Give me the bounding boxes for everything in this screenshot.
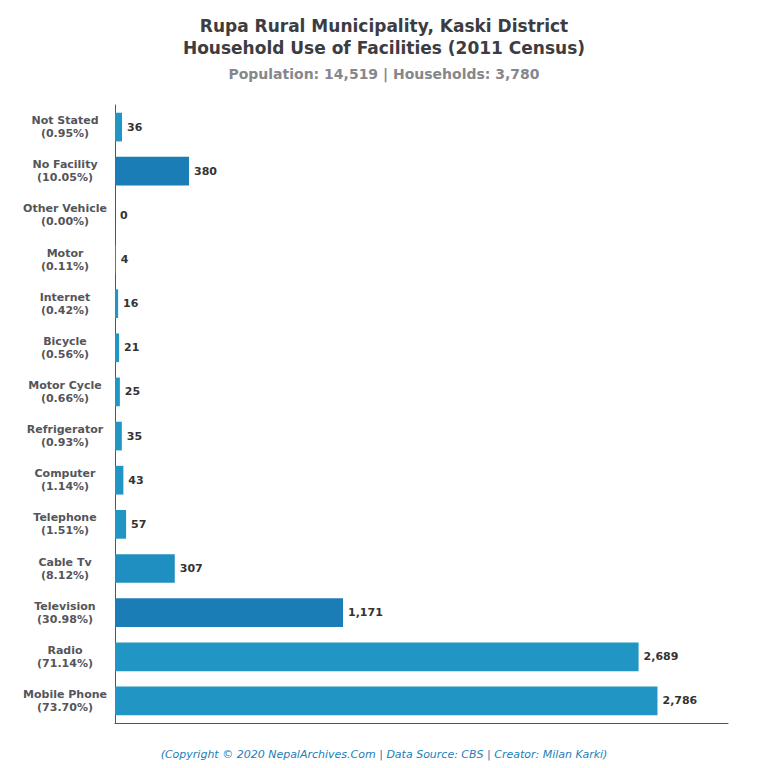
svg-text:(10.05%): (10.05%) [37, 171, 93, 184]
svg-text:25: 25 [125, 385, 140, 398]
svg-text:36: 36 [127, 121, 143, 134]
svg-text:(8.12%): (8.12%) [41, 569, 89, 582]
svg-text:(0.56%): (0.56%) [41, 348, 89, 361]
svg-text:2,689: 2,689 [644, 650, 679, 663]
svg-text:(1.14%): (1.14%) [41, 480, 89, 493]
svg-text:43: 43 [128, 474, 143, 487]
svg-text:21: 21 [124, 341, 139, 354]
svg-text:35: 35 [127, 430, 142, 443]
svg-text:(0.11%): (0.11%) [41, 260, 89, 273]
svg-text:Motor Cycle: Motor Cycle [28, 379, 102, 392]
svg-text:Bicycle: Bicycle [43, 335, 87, 348]
svg-text:16: 16 [123, 297, 139, 310]
svg-text:Household Use of Facilities (2: Household Use of Facilities (2011 Census… [183, 38, 585, 58]
svg-text:(0.93%): (0.93%) [41, 436, 89, 449]
svg-text:Television: Television [34, 600, 95, 613]
svg-text:Rupa Rural Municipality, Kaski: Rupa Rural Municipality, Kaski District [200, 16, 568, 36]
svg-text:0: 0 [120, 209, 128, 222]
svg-text:(30.98%): (30.98%) [37, 613, 93, 626]
svg-text:Internet: Internet [40, 291, 91, 304]
svg-text:Motor: Motor [47, 247, 84, 260]
svg-text:Not Stated: Not Stated [31, 114, 98, 127]
svg-text:4: 4 [121, 253, 129, 266]
svg-text:(73.70%): (73.70%) [37, 701, 93, 714]
svg-text:(0.95%): (0.95%) [41, 127, 89, 140]
svg-text:307: 307 [180, 562, 203, 575]
svg-text:Computer: Computer [35, 467, 97, 480]
svg-text:Population: 14,519 | Household: Population: 14,519 | Households: 3,780 [228, 66, 539, 83]
svg-text:(0.00%): (0.00%) [41, 215, 89, 228]
svg-text:57: 57 [131, 518, 146, 531]
svg-text:(0.66%): (0.66%) [41, 392, 89, 405]
svg-text:(Copyright © 2020 NepalArchive: (Copyright © 2020 NepalArchives.Com | Da… [161, 748, 608, 761]
svg-text:Telephone: Telephone [33, 511, 96, 524]
svg-text:380: 380 [194, 165, 217, 178]
svg-text:(1.51%): (1.51%) [41, 524, 89, 537]
svg-text:Cable Tv: Cable Tv [38, 556, 92, 569]
svg-text:Mobile Phone: Mobile Phone [23, 688, 107, 701]
svg-text:Radio: Radio [47, 644, 83, 657]
svg-text:(71.14%): (71.14%) [37, 657, 93, 670]
svg-text:Refrigerator: Refrigerator [27, 423, 104, 436]
svg-text:(0.42%): (0.42%) [41, 304, 89, 317]
svg-text:Other Vehicle: Other Vehicle [23, 202, 107, 215]
svg-text:2,786: 2,786 [662, 694, 697, 707]
svg-text:No Facility: No Facility [32, 158, 97, 171]
svg-text:1,171: 1,171 [348, 606, 383, 619]
